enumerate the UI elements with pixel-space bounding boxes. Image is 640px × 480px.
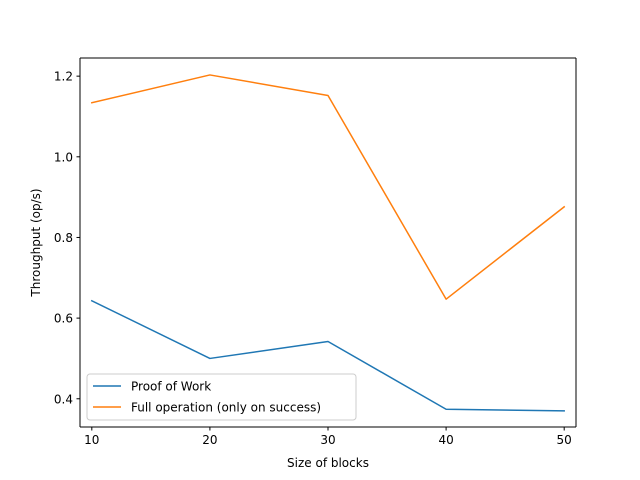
x-tick-label: 20 xyxy=(202,433,217,447)
y-axis-label: Throughput (op/s) xyxy=(29,188,43,297)
x-tick-label: 30 xyxy=(320,433,335,447)
series-layer xyxy=(90,74,566,412)
x-ticks: 10 20 30 40 50 xyxy=(84,427,572,447)
y-ticks: 0.4 0.6 0.8 1.0 1.2 xyxy=(54,70,80,406)
legend-label-proof-of-work: Proof of Work xyxy=(131,380,211,394)
series-line-full-operation xyxy=(90,74,566,300)
y-tick-label: 1.0 xyxy=(54,150,73,164)
plot-area xyxy=(80,58,576,427)
legend-label-full-operation: Full operation (only on success) xyxy=(131,401,321,415)
y-tick-label: 0.4 xyxy=(54,392,73,406)
legend: Proof of Work Full operation (only on su… xyxy=(86,373,357,421)
y-tick-label: 0.6 xyxy=(54,312,73,326)
series-line-proof-of-work xyxy=(90,299,565,412)
legend-box xyxy=(86,373,357,421)
axes-frame xyxy=(79,57,577,428)
y-tick-label: 1.2 xyxy=(54,70,73,84)
x-tick-label: 40 xyxy=(438,433,453,447)
x-axis-label: Size of blocks xyxy=(287,456,369,470)
y-tick-label: 0.8 xyxy=(54,231,73,245)
x-tick-label: 10 xyxy=(84,433,99,447)
x-tick-label: 50 xyxy=(557,433,572,447)
